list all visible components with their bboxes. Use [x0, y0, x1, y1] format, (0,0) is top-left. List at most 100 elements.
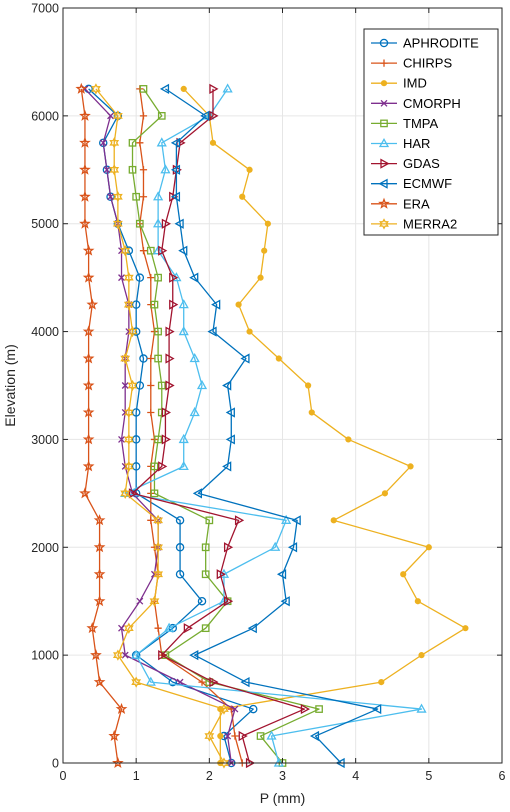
data-point-aphrodite [135, 381, 145, 390]
data-point-ecmwf [159, 83, 170, 94]
data-point-ecmwf [200, 110, 210, 121]
data-point-ecmwf [280, 596, 290, 607]
data-point-era [79, 190, 91, 202]
legend-item-imd: IMD [371, 76, 427, 91]
legend-item-gdas: GDAS [371, 156, 440, 171]
data-point-ecmwf [240, 677, 250, 688]
data-point-imd [246, 328, 253, 335]
data-point-har [153, 245, 164, 255]
data-point-imd [261, 247, 268, 254]
data-point-ecmwf [276, 569, 287, 580]
series-line-tmpa [131, 88, 320, 764]
data-point-gdas [209, 677, 219, 688]
data-point-merra2 [153, 541, 164, 553]
data-point-ecmwf [189, 272, 199, 283]
data-point-ecmwf [211, 299, 221, 310]
data-point-har [281, 514, 292, 524]
data-point-merra2 [153, 568, 164, 580]
data-point-era [75, 82, 88, 94]
data-point-merra2 [109, 164, 120, 176]
x-tick-label: 1 [133, 769, 140, 783]
data-point-tmpa [128, 138, 137, 147]
data-point-har [189, 406, 200, 417]
data-point-ecmwf [174, 218, 184, 229]
data-point-chirps [139, 247, 148, 255]
data-point-har [270, 541, 281, 551]
legend-label: GDAS [403, 156, 440, 171]
data-point-ecmwf [222, 461, 232, 472]
legend-marker [380, 119, 388, 128]
data-point-merra2 [123, 298, 134, 311]
data-point-gdas [161, 407, 171, 418]
data-point-imd [378, 679, 385, 686]
legend-marker [379, 218, 389, 230]
data-point-merra2 [149, 595, 160, 607]
data-point-era [93, 514, 106, 526]
data-point-tmpa [128, 165, 137, 174]
data-point-gdas [158, 650, 168, 661]
data-point-imd [209, 139, 217, 146]
data-point-ecmwf [178, 245, 188, 256]
legend-item-era: ERA [371, 196, 430, 211]
legend-item-har: HAR [371, 136, 430, 151]
data-point-tmpa [132, 192, 141, 201]
data-point-tmpa [201, 624, 210, 633]
data-point-har [178, 460, 189, 471]
data-point-tmpa [157, 112, 166, 120]
data-point-aphrodite [175, 543, 185, 552]
data-point-ecmwf [291, 515, 301, 526]
data-point-merra2 [112, 649, 123, 661]
data-point-imd [418, 652, 425, 659]
data-point-era [82, 433, 95, 445]
data-point-cmorph [107, 193, 115, 201]
data-point-imd [345, 436, 352, 443]
data-point-imd [275, 355, 282, 362]
data-point-tmpa [201, 570, 210, 579]
data-point-era [93, 541, 106, 553]
axis-ticks: 0 1 2 3 4 5 6 0 1000 2000 3000 4000 5000 6000 7000 [31, 2, 505, 784]
data-point-era [108, 729, 121, 742]
data-point-imd [257, 274, 264, 281]
data-point-cmorph [224, 732, 232, 740]
legend-item-merra2: MERRA2 [371, 216, 457, 231]
data-point-era [82, 244, 95, 256]
data-point-merra2 [219, 757, 229, 769]
data-point-ecmwf [225, 407, 235, 418]
legend-item-aphrodite: APHRODITE [371, 36, 479, 51]
data-point-era [93, 675, 106, 688]
legend-marker [380, 80, 388, 87]
data-point-chirps [136, 139, 144, 147]
data-point-aphrodite [175, 570, 185, 579]
legend-marker [378, 137, 390, 148]
data-point-merra2 [109, 137, 120, 149]
data-point-gdas [216, 569, 226, 580]
x-tick-label: 5 [425, 769, 432, 783]
data-point-har [153, 191, 164, 201]
data-point-ecmwf [240, 353, 250, 364]
data-point-merra2 [127, 379, 138, 392]
data-point-cmorph [118, 624, 125, 632]
data-point-chirps [147, 274, 155, 282]
data-point-chirps [139, 193, 148, 201]
data-point-har [145, 676, 156, 686]
data-point-ecmwf [309, 730, 320, 742]
data-point-gdas [165, 380, 175, 391]
data-point-chirps [147, 354, 155, 363]
data-point-era [86, 298, 99, 310]
data-point-ecmwf [222, 380, 232, 391]
data-point-merra2 [123, 622, 134, 634]
data-point-har [178, 433, 189, 444]
data-point-imd [400, 571, 407, 578]
data-point-tmpa [154, 435, 162, 444]
data-point-cmorph [121, 651, 129, 659]
data-point-merra2 [120, 487, 131, 500]
legend-label: HAR [403, 136, 430, 151]
data-point-imd [305, 382, 312, 389]
data-point-har [222, 83, 233, 93]
y-tick-label: 2000 [31, 541, 59, 555]
data-point-aphrodite [197, 596, 207, 606]
data-point-har [156, 137, 167, 147]
data-point-tmpa [150, 462, 159, 471]
data-point-era [82, 460, 95, 472]
data-point-merra2 [219, 703, 229, 715]
